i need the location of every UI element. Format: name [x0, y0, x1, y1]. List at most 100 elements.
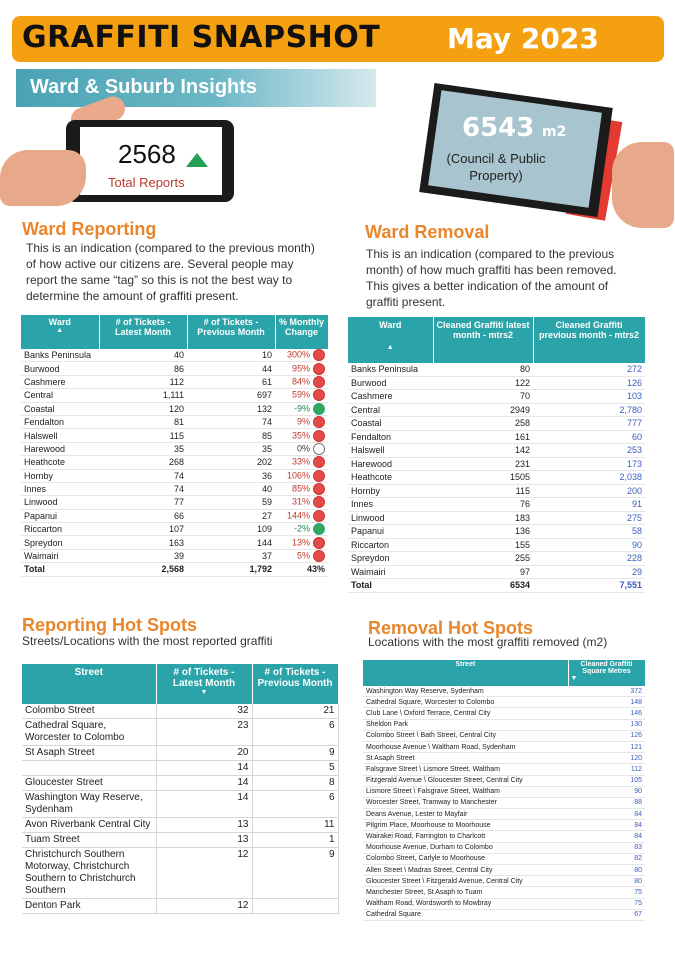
table-row[interactable]: Burwood 86 44 95% [21, 361, 328, 376]
cleaned-latest: 231 [433, 457, 533, 471]
table-row[interactable]: 14 5 [22, 760, 339, 776]
ward-name: Heathcote [21, 455, 99, 470]
table-row[interactable]: Banks Peninsula 80 272 [348, 363, 645, 377]
table-row[interactable]: Fendalton 161 60 [348, 430, 645, 444]
table-row[interactable]: Moorhouse Avenue, Durham to Colombo 83 [363, 842, 645, 854]
ward-name: Linwood [348, 511, 433, 525]
table-row[interactable]: Manchester Street, St Asaph to Tuam 75 [363, 886, 645, 899]
table-row[interactable]: Hornby 115 200 [348, 484, 645, 498]
table-row[interactable]: Cathedral Square, Worcester to Colombo 14… [363, 696, 645, 709]
table-row[interactable]: Coastal 120 132 -9% [21, 402, 328, 416]
table-row[interactable]: Cathedral Square 67 [363, 909, 645, 921]
table-row[interactable]: Gloucester Street \ Fitzgerald Avenue, C… [363, 875, 645, 888]
column-header[interactable]: Ward ▲ [348, 317, 434, 363]
status-dot-icon [313, 496, 325, 509]
table-row[interactable]: Worcester Street, Tramway to Manchester 8… [363, 797, 645, 810]
tickets-latest: 112 [99, 375, 187, 390]
table-row[interactable]: Banks Peninsula 40 10 300% [21, 349, 328, 363]
table-row[interactable]: Harewood 35 35 0% [21, 442, 328, 457]
table-row[interactable]: Pilgrim Place, Moorhouse to Moorhouse 84 [363, 819, 645, 832]
cleaned-previous: 91 [533, 497, 645, 512]
table-row[interactable]: Papanui 66 27 144% [21, 509, 328, 524]
table-row[interactable]: Sheldon Park 130 [363, 719, 645, 731]
table-row[interactable]: Waimairi 97 29 [348, 565, 645, 579]
table-row[interactable]: Tuam Street 13 1 [22, 832, 339, 848]
table-row[interactable]: Halswell 142 253 [348, 443, 645, 458]
table-row[interactable]: Heathcote 1505 2,038 [348, 470, 645, 485]
reporting-hotspots-title: Reporting Hot Spots [22, 615, 197, 635]
column-header[interactable]: # of Tickets - Previous Month [187, 315, 276, 349]
table-row[interactable]: St Asaph Street 120 [363, 752, 645, 765]
tickets-previous: 6 [252, 718, 339, 746]
table-row[interactable]: Riccarton 155 90 [348, 538, 645, 552]
table-row[interactable]: Linwood 77 59 31% [21, 495, 328, 510]
table-row[interactable]: Club Lane \ Oxford Terrace, Central City… [363, 707, 645, 720]
table-row[interactable]: Halswell 115 85 35% [21, 428, 328, 443]
cleaned-latest: 80 [433, 363, 533, 377]
ward-name: Coastal [21, 402, 99, 416]
table-row[interactable]: Heathcote 268 202 33% [21, 455, 328, 470]
change-value: 144% [286, 510, 310, 521]
table-row[interactable]: Denton Park 12 [22, 898, 339, 914]
table-row[interactable]: Cashmere 70 103 [348, 389, 645, 404]
cleaned-area: 146 [568, 707, 645, 720]
ward-name: Central [348, 403, 433, 417]
table-row[interactable]: Colombo Street, Carlyle to Moorhouse 82 [363, 853, 645, 866]
column-header[interactable]: Ward ▲ [21, 315, 100, 349]
table-row[interactable]: Central 2949 2,780 [348, 403, 645, 417]
table-row[interactable]: Fendalton 81 74 9% [21, 415, 328, 430]
table-row[interactable]: Waimairi 39 37 5% [21, 549, 328, 564]
cleaned-area: 88 [568, 797, 645, 810]
ward-name: Fendalton [348, 430, 433, 444]
table-row[interactable]: Falsgrave Street \ Lismore Street, Walth… [363, 763, 645, 776]
table-row[interactable]: St Asaph Street 20 9 [22, 745, 339, 761]
table-row[interactable]: Christchurch Southern Motorway, Christch… [22, 847, 339, 899]
column-header[interactable]: # of Tickets - Latest Month ▼ [156, 664, 253, 704]
column-header[interactable]: Cleaned Graffiti latest month - mtrs2 [433, 317, 534, 363]
status-dot-icon [313, 523, 325, 536]
table-row[interactable]: Burwood 122 126 [348, 376, 645, 390]
table-row[interactable]: Lismore Street \ Falsgrave Street, Walth… [363, 786, 645, 798]
table-row[interactable]: Harewood 231 173 [348, 457, 645, 471]
table-row[interactable]: Deans Avenue, Lester to Mayfair 84 [363, 808, 645, 821]
column-header[interactable]: # of Tickets - Previous Month [252, 664, 339, 704]
table-row[interactable]: Coastal 258 777 [348, 416, 645, 431]
total-cell: Total [348, 578, 433, 593]
table-row[interactable]: Papanui 136 58 [348, 524, 645, 539]
cleaned-previous: 275 [533, 511, 645, 525]
table-row[interactable]: Gloucester Street 14 8 [22, 775, 339, 791]
total-cell: 1,792 [187, 562, 275, 577]
table-row[interactable]: Avon Riverbank Central City 13 11 [22, 817, 339, 833]
table-row[interactable]: Colombo Street \ Bath Street, Central Ci… [363, 730, 645, 742]
table-row[interactable]: Riccarton 107 109 -2% [21, 522, 328, 537]
table-row[interactable]: Wairakei Road, Farrington to Charlcott 84 [363, 830, 645, 843]
table-row[interactable]: Central 1,111 697 59% [21, 388, 328, 403]
table-row[interactable]: Spreydon 255 228 [348, 551, 645, 566]
monthly-change: 59% [275, 388, 328, 403]
table-row[interactable]: Colombo Street 32 21 [22, 704, 339, 719]
column-header[interactable]: % Monthly Change [275, 315, 329, 349]
table-row[interactable]: Innes 76 91 [348, 497, 645, 512]
tickets-previous: 36 [187, 469, 275, 483]
table-row[interactable]: Spreydon 163 144 13% [21, 535, 328, 550]
table-row[interactable]: Linwood 183 275 [348, 511, 645, 525]
ward-name: Innes [348, 497, 433, 512]
column-header[interactable]: Street [363, 660, 569, 686]
column-header[interactable]: Street [22, 664, 157, 704]
column-header[interactable]: Cleaned Graffiti previous month - mtrs2 [533, 317, 646, 363]
table-row[interactable]: Innes 74 40 85% [21, 482, 328, 497]
table-row[interactable]: Cashmere 112 61 84% [21, 375, 328, 390]
table-row[interactable]: Washington Way Reserve, Sydenham 14 6 [22, 790, 339, 818]
column-header[interactable]: # of Tickets - Latest Month [99, 315, 188, 349]
street-name: Denton Park [22, 898, 157, 914]
status-dot-icon [313, 402, 325, 415]
table-row[interactable]: Cathedral Square, Worcester to Colombo 23… [22, 718, 339, 746]
table-row[interactable]: Fitzgerald Avenue \ Gloucester Street, C… [363, 775, 645, 787]
table-row[interactable]: Washington Way Reserve, Sydenham 372 [363, 686, 645, 698]
column-header[interactable]: Cleaned Graffiti Square Metres ▼ [568, 660, 646, 686]
ward-name: Riccarton [348, 538, 433, 552]
table-row[interactable]: Hornby 74 36 106% [21, 469, 328, 483]
table-row[interactable]: Moorhouse Avenue \ Waltham Road, Sydenha… [363, 741, 645, 754]
table-row[interactable]: Allen Street \ Madras Street, Central Ci… [363, 864, 645, 877]
table-row[interactable]: Waltham Road, Wordsworth to Mowbray 75 [363, 898, 645, 910]
